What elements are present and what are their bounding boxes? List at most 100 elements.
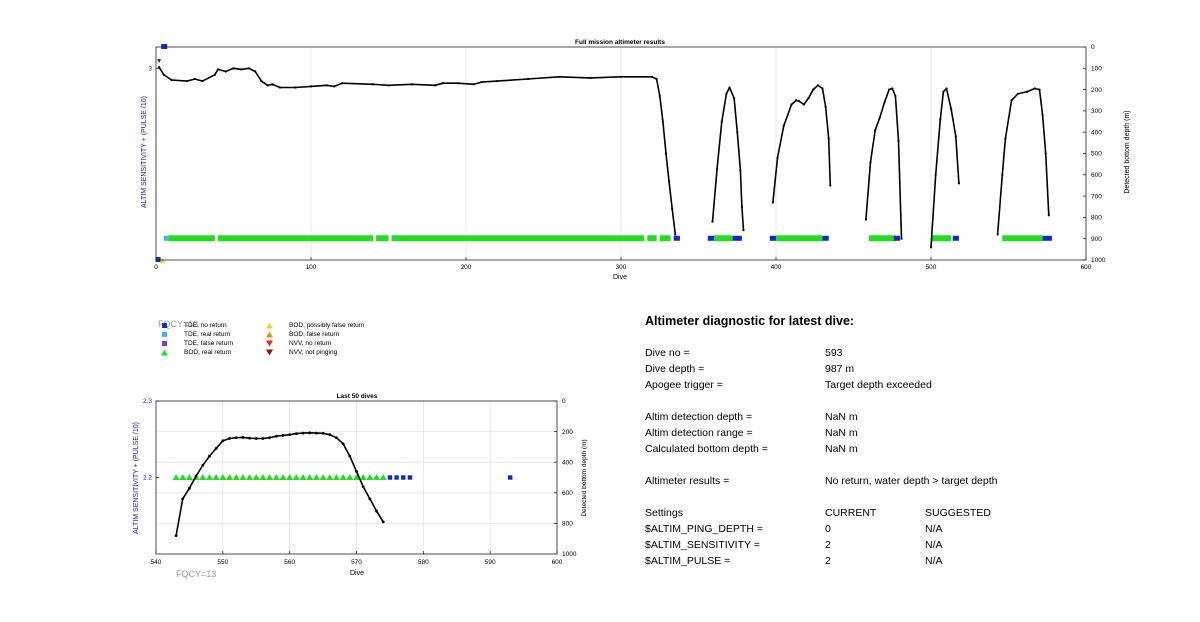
top-chart-title: Full mission altimeter results <box>575 39 665 46</box>
full-mission-chart: 0 100 200 300 400 500 600 0 100 200 300 400 500 600 70… <box>141 39 1131 281</box>
setting-row-sensitivity: $ALTIM_SENSITIVITY = 2 N/A <box>645 539 1185 553</box>
bod-real-return-marker <box>339 474 347 480</box>
bottom-depth-point <box>174 534 178 538</box>
bottom-depth-point <box>945 87 948 90</box>
bod-real-return-marker <box>239 474 247 480</box>
bod-possibly-false-marker <box>159 258 166 263</box>
legend-label: BOD, possibly false return <box>289 322 365 329</box>
square-icon <box>162 332 167 337</box>
bottom-depth-point <box>897 139 900 142</box>
bottom-depth-point <box>900 237 903 240</box>
y-right-tick-label: 900 <box>1091 236 1102 243</box>
y-right-tick-label: 600 <box>1091 172 1102 179</box>
bod-real-return-marker <box>279 474 287 480</box>
bod-real-return-marker <box>199 474 207 480</box>
bod-real-return-marker <box>172 474 180 480</box>
bod-real-return-marker <box>252 474 260 480</box>
triangle-up-icon <box>161 349 168 356</box>
bod-real-return-marker <box>326 474 334 480</box>
calculated-bottom-depth-label: Calculated bottom depth = <box>645 443 768 455</box>
bottom-depth-point <box>194 474 198 478</box>
altim-detection-range-label: Altim detection range = <box>645 427 753 439</box>
bottom-depth-point <box>247 67 251 70</box>
bottom-chart-axes: 540 550 560 570 580 590 600 0 200 400 600 800 1000 2.… <box>143 398 577 566</box>
triangle-up-icon <box>266 331 273 338</box>
bottom-depth-point <box>740 205 744 208</box>
legend-label: TDE, no return <box>184 322 227 329</box>
bottom-depth-point <box>232 67 235 70</box>
x-tick-label: 600 <box>552 559 563 566</box>
bod-real-return-marker <box>218 235 373 242</box>
bottom-depth-point <box>1041 114 1044 117</box>
y-right-tick-label: 0 <box>562 398 566 405</box>
tde-no-return-marker <box>387 475 393 480</box>
bottom-depth-point <box>821 87 824 90</box>
bottom-depth-line <box>930 87 960 248</box>
y-right-tick-label: 800 <box>562 521 573 528</box>
bottom-depth-point <box>274 434 278 438</box>
bottom-depth-point <box>957 182 961 185</box>
bottom-depth-point <box>711 220 714 223</box>
bottom-depth-point <box>869 160 872 164</box>
bottom-depth-point <box>495 79 499 83</box>
bod-real-return-marker <box>312 474 320 480</box>
legend-label: NVV, no return <box>289 340 332 347</box>
bottom-depth-point <box>827 137 830 140</box>
bottom-depth-point <box>658 94 661 98</box>
bottom-depth-point <box>1026 90 1029 93</box>
bottom-depth-point <box>807 97 810 100</box>
bod-real-return-marker <box>319 474 327 480</box>
bottom-depth-point <box>278 86 282 89</box>
bottom-chart-ylabel-right: Detected bottom depth (m) <box>581 439 588 516</box>
bottom-chart-ylabel-left: ALTIM SENSITIVITY + (PULSE /10) <box>133 422 140 534</box>
bottom-depth-point <box>361 485 365 489</box>
bod-real-return-marker <box>179 474 187 480</box>
bottom-depth-point <box>864 218 868 221</box>
bottom-depth-point <box>619 75 623 78</box>
bod-real-return-marker <box>292 474 300 480</box>
bottom-depth-point <box>301 431 305 435</box>
altim-detection-range-value: NaN m <box>825 427 858 439</box>
bottom-depth-point <box>1010 99 1013 102</box>
bottom-depth-point <box>716 167 719 170</box>
setting-suggested: N/A <box>925 523 943 535</box>
bottom-depth-point <box>281 434 285 437</box>
bottom-depth-point <box>261 437 265 440</box>
suggested-header-label: SUGGESTED <box>925 507 991 519</box>
tde-no-return-marker <box>952 235 959 241</box>
y-right-tick-label: 400 <box>1091 129 1102 136</box>
y-left-tick-label: 3 <box>148 66 152 73</box>
top-chart-axes: 0 100 200 300 400 500 600 0 100 200 300 400 500 600 70… <box>148 44 1105 271</box>
bottom-depth-point <box>739 169 742 172</box>
setting-name: $ALTIM_PULSE = <box>645 555 731 567</box>
bod-real-return-marker <box>659 235 671 242</box>
bottom-depth-point <box>472 83 475 86</box>
tde-no-return-marker <box>508 475 513 480</box>
tde-no-return-marker <box>769 235 776 241</box>
bottom-depth-point <box>457 82 460 85</box>
bod-real-return-marker <box>373 474 381 480</box>
bottom-depth-point <box>228 437 231 440</box>
bottom-depth-point <box>162 73 165 76</box>
bottom-depth-point <box>802 103 806 106</box>
bod-real-return-marker <box>185 474 193 480</box>
bottom-chart-series <box>172 431 513 538</box>
x-tick-label: 570 <box>351 559 362 566</box>
bod-real-return-marker <box>332 474 340 480</box>
y-right-tick-label: 200 <box>562 429 573 436</box>
bod-real-return-marker <box>226 474 234 480</box>
dive-no-row: Dive no = 593 <box>645 347 1185 361</box>
setting-current: 0 <box>825 523 831 535</box>
bottom-depth-point <box>883 101 886 104</box>
top-chart-ylabel-left: ALTIM SENSITIVITY + (PULSE /10) <box>141 96 148 208</box>
x-tick-label: 560 <box>284 559 295 566</box>
bottom-depth-point <box>894 94 897 98</box>
y-left-tick-label: 2.3 <box>143 398 152 405</box>
bottom-depth-point <box>340 82 344 85</box>
x-tick-label: 400 <box>771 264 782 271</box>
y-right-tick-label: 600 <box>562 490 573 497</box>
bod-real-return-marker <box>205 474 213 480</box>
altim-detection-depth-value: NaN m <box>825 411 858 423</box>
x-tick-label: 300 <box>616 264 627 271</box>
